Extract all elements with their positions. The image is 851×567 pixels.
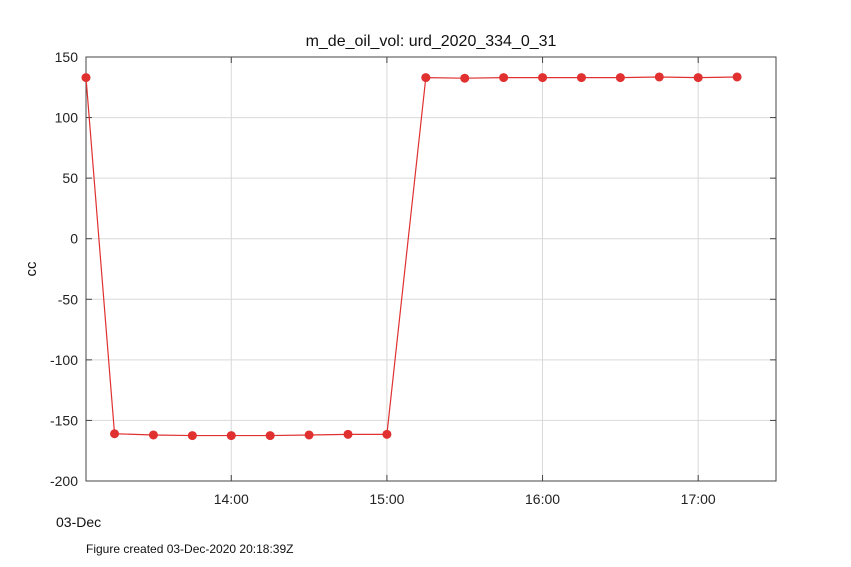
data-point	[499, 73, 509, 83]
ticks: 150 100 50 0 -50 -100 -150 -200 14:00 15:00 16:00 1…	[50, 49, 776, 507]
series-line	[85, 76, 738, 437]
chart-title: m_de_oil_vol: urd_2020_334_0_31	[306, 33, 557, 50]
y-tick-label: 50	[62, 170, 78, 186]
data-point	[304, 430, 314, 440]
y-tick-label: -100	[50, 352, 78, 368]
y-tick-label: 100	[55, 110, 79, 126]
y-tick-label: 150	[55, 49, 79, 65]
data-point	[226, 431, 236, 441]
data-point	[538, 73, 548, 83]
data-point	[460, 73, 470, 83]
plot-frame	[85, 56, 777, 482]
data-point	[187, 431, 197, 441]
x-tick-label: 15:00	[369, 491, 404, 507]
data-point	[343, 429, 353, 439]
x-tick-label: 14:00	[214, 491, 249, 507]
figure-footer: Figure created 03-Dec-2020 20:18:39Z	[86, 542, 294, 556]
data-point	[654, 72, 664, 82]
data-point	[265, 431, 275, 441]
data-point	[615, 73, 625, 83]
data-point	[110, 429, 120, 439]
grid	[86, 56, 776, 482]
data-point	[148, 430, 158, 440]
x-tick-label: 17:00	[681, 491, 716, 507]
y-axis-label: cc	[23, 261, 40, 277]
x-tick-label: 16:00	[525, 491, 560, 507]
date-label: 03-Dec	[56, 514, 101, 530]
y-tick-label: 0	[70, 231, 78, 247]
y-tick-label: -50	[58, 291, 78, 307]
data-point	[576, 73, 586, 83]
data-point	[693, 73, 703, 83]
data-point	[421, 73, 431, 83]
data-point	[382, 429, 392, 439]
data-point	[81, 73, 91, 83]
series	[81, 72, 742, 441]
data-point	[732, 72, 742, 82]
y-tick-label: -150	[50, 412, 78, 428]
y-tick-label: -200	[50, 473, 78, 489]
